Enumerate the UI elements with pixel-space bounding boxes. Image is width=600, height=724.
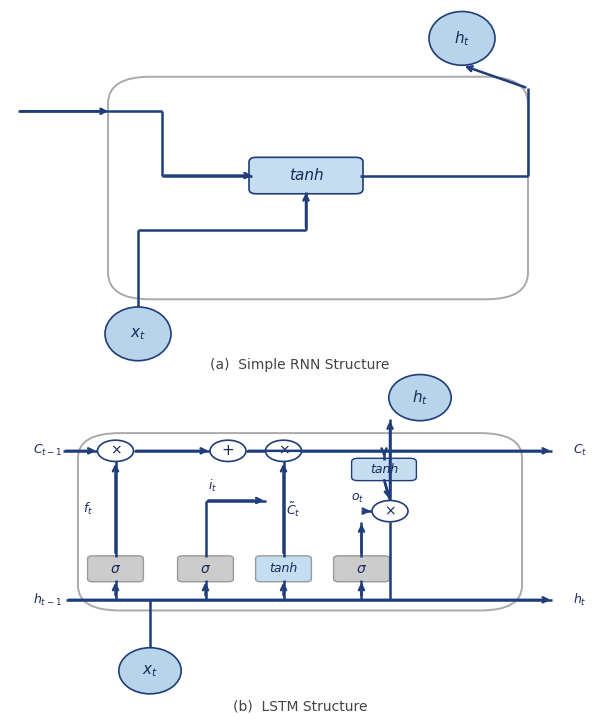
FancyBboxPatch shape bbox=[334, 556, 389, 582]
Text: $+$: $+$ bbox=[221, 443, 235, 458]
Text: $h_t$: $h_t$ bbox=[454, 29, 470, 48]
Text: $\tilde{C}_t$: $\tilde{C}_t$ bbox=[286, 500, 301, 518]
FancyBboxPatch shape bbox=[352, 458, 416, 481]
Text: $\times$: $\times$ bbox=[278, 444, 289, 458]
Text: $C_t$: $C_t$ bbox=[573, 443, 587, 458]
Text: $h_{t-1}$: $h_{t-1}$ bbox=[33, 592, 62, 608]
FancyBboxPatch shape bbox=[178, 556, 233, 582]
Text: tanh: tanh bbox=[289, 168, 323, 183]
Text: $h_t$: $h_t$ bbox=[412, 388, 428, 407]
Text: (a)  Simple RNN Structure: (a) Simple RNN Structure bbox=[211, 358, 389, 371]
Text: $i_t$: $i_t$ bbox=[209, 478, 218, 494]
Text: $x_t$: $x_t$ bbox=[130, 326, 146, 342]
FancyBboxPatch shape bbox=[256, 556, 311, 582]
FancyBboxPatch shape bbox=[88, 556, 143, 582]
Ellipse shape bbox=[105, 307, 171, 361]
Text: tanh: tanh bbox=[370, 463, 398, 476]
Text: $x_t$: $x_t$ bbox=[142, 663, 158, 678]
FancyBboxPatch shape bbox=[249, 157, 363, 194]
Circle shape bbox=[372, 500, 408, 522]
Text: tanh: tanh bbox=[269, 563, 298, 576]
Text: $\sigma$: $\sigma$ bbox=[200, 562, 211, 576]
Ellipse shape bbox=[119, 648, 181, 694]
Text: $h_t$: $h_t$ bbox=[573, 592, 587, 608]
Text: $\sigma$: $\sigma$ bbox=[110, 562, 121, 576]
Ellipse shape bbox=[389, 374, 451, 421]
Circle shape bbox=[97, 440, 133, 461]
Text: $f_t$: $f_t$ bbox=[83, 501, 94, 518]
Text: (b)  LSTM Structure: (b) LSTM Structure bbox=[233, 699, 367, 713]
Text: $\sigma$: $\sigma$ bbox=[356, 562, 367, 576]
Circle shape bbox=[210, 440, 246, 461]
Text: $o_t$: $o_t$ bbox=[351, 492, 364, 505]
Ellipse shape bbox=[429, 12, 495, 65]
Circle shape bbox=[265, 440, 302, 461]
Text: $C_{t-1}$: $C_{t-1}$ bbox=[33, 443, 62, 458]
Text: $\times$: $\times$ bbox=[384, 504, 396, 518]
Text: $\times$: $\times$ bbox=[110, 444, 121, 458]
